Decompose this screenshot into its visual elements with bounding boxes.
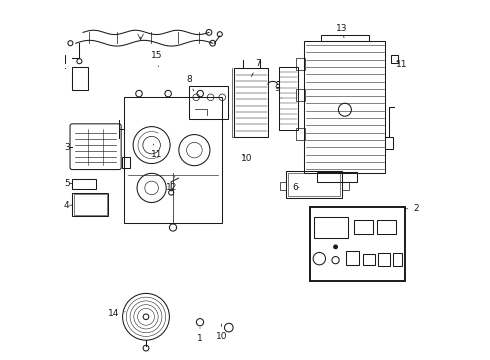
Bar [56, 55, 65, 63]
Bar [377, 220, 395, 234]
Bar [279, 67, 298, 130]
Bar [378, 253, 390, 266]
Bar [74, 194, 107, 215]
Bar [314, 217, 348, 238]
Text: 8: 8 [186, 75, 194, 91]
Text: 6: 6 [293, 183, 299, 192]
Bar [72, 193, 108, 216]
Bar [304, 41, 386, 173]
Bar [124, 97, 221, 223]
Bar [72, 179, 96, 189]
Bar [346, 251, 359, 265]
Circle shape [143, 314, 149, 320]
Bar [393, 253, 402, 266]
Bar [296, 128, 305, 140]
Bar [72, 67, 88, 90]
Text: 10: 10 [216, 324, 227, 341]
Text: 7: 7 [251, 59, 261, 77]
Bar [296, 89, 305, 100]
Bar [288, 173, 341, 196]
Text: 3: 3 [64, 143, 72, 152]
Text: 1: 1 [197, 328, 203, 343]
Text: 9: 9 [274, 84, 282, 98]
Bar [354, 220, 373, 234]
Circle shape [334, 245, 337, 248]
Text: 14: 14 [108, 309, 125, 318]
Text: 4: 4 [64, 201, 72, 210]
Text: 15: 15 [151, 51, 163, 67]
Bar [386, 137, 392, 149]
Text: 11: 11 [151, 144, 163, 159]
Text: 10: 10 [241, 154, 252, 163]
Bar [363, 254, 375, 265]
Bar [317, 172, 357, 182]
Text: 2: 2 [405, 204, 419, 213]
Text: 11: 11 [396, 60, 407, 69]
Bar [310, 207, 405, 281]
Bar [391, 55, 398, 63]
Text: 5: 5 [64, 179, 72, 188]
Bar [320, 35, 369, 41]
Bar [286, 171, 342, 198]
Bar [189, 86, 228, 119]
Text: 12: 12 [166, 176, 177, 192]
Bar [234, 68, 269, 137]
Text: 13: 13 [337, 24, 348, 38]
Bar [122, 157, 130, 168]
Bar [296, 58, 305, 70]
